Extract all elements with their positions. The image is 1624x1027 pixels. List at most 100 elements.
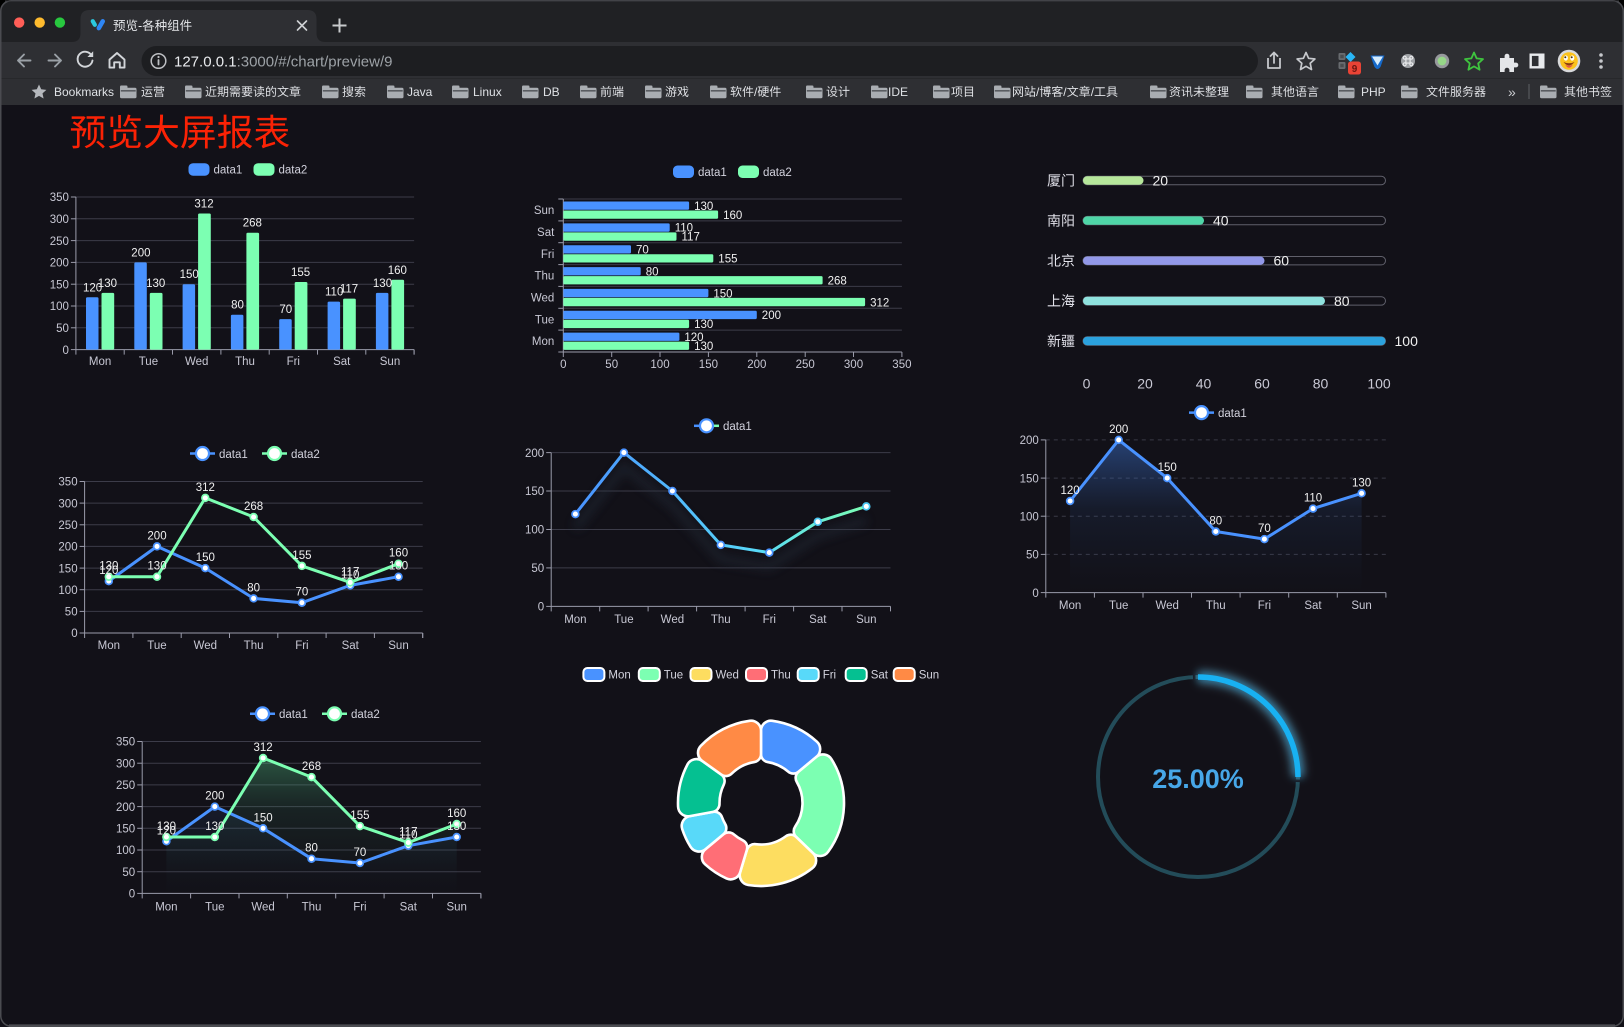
svg-text:155: 155 — [292, 550, 311, 562]
svg-text:312: 312 — [196, 482, 215, 494]
svg-text:120: 120 — [83, 282, 102, 294]
svg-text:350: 350 — [116, 737, 135, 749]
svg-text:160: 160 — [389, 548, 408, 560]
svg-text:/: / — [1063, 85, 1067, 99]
svg-text:Sun: Sun — [919, 670, 939, 682]
svg-text:80: 80 — [1313, 376, 1329, 392]
svg-text:200: 200 — [747, 359, 766, 371]
svg-text:130: 130 — [146, 278, 165, 290]
svg-text:Tue: Tue — [614, 614, 633, 626]
svg-text:Fri: Fri — [287, 356, 300, 368]
svg-text:110: 110 — [1304, 493, 1322, 505]
svg-text:Tue: Tue — [147, 640, 166, 652]
svg-text:268: 268 — [244, 501, 263, 513]
svg-text:110: 110 — [341, 569, 359, 581]
svg-text:200: 200 — [762, 310, 781, 322]
svg-text:Sun: Sun — [856, 614, 876, 626]
svg-text:150: 150 — [58, 563, 77, 575]
svg-text:127.0.0.1:3000/#/chart/preview: 127.0.0.1:3000/#/chart/preview/9 — [174, 54, 393, 71]
svg-text:data1: data1 — [723, 421, 752, 433]
svg-text:Sun: Sun — [388, 640, 408, 652]
svg-text:Wed: Wed — [194, 640, 217, 652]
svg-text:120: 120 — [684, 332, 703, 344]
svg-text:Wed: Wed — [716, 670, 739, 682]
svg-text:data1: data1 — [219, 449, 248, 461]
svg-text:IDE: IDE — [888, 85, 908, 99]
svg-text:200: 200 — [205, 791, 224, 803]
svg-text:268: 268 — [302, 761, 321, 773]
svg-text:70: 70 — [636, 245, 649, 257]
svg-text:Thu: Thu — [244, 640, 264, 652]
svg-text:Linux: Linux — [473, 85, 502, 99]
svg-text:117: 117 — [340, 284, 358, 296]
svg-text:Sat: Sat — [1304, 600, 1322, 612]
svg-text:Wed: Wed — [661, 614, 684, 626]
svg-text:Mon: Mon — [564, 614, 586, 626]
svg-text:130: 130 — [694, 341, 713, 353]
svg-text:DB: DB — [543, 85, 560, 99]
svg-text:150: 150 — [1020, 473, 1039, 485]
svg-text:50: 50 — [605, 359, 618, 371]
svg-text:60: 60 — [1274, 253, 1290, 269]
svg-text:Fri: Fri — [295, 640, 308, 652]
svg-text:100: 100 — [650, 359, 669, 371]
svg-text:PHP: PHP — [1361, 85, 1386, 99]
svg-text:100: 100 — [525, 525, 544, 537]
svg-text:200: 200 — [1109, 424, 1128, 436]
svg-text:155: 155 — [350, 810, 369, 822]
svg-text:50: 50 — [56, 323, 69, 335]
svg-text:160: 160 — [447, 808, 466, 820]
svg-text:250: 250 — [796, 359, 815, 371]
svg-text:data2: data2 — [763, 167, 792, 179]
svg-text:/: / — [1036, 85, 1040, 99]
svg-text:100: 100 — [1395, 333, 1419, 349]
svg-text:160: 160 — [723, 210, 742, 222]
svg-text:150: 150 — [180, 269, 199, 281]
svg-text:70: 70 — [296, 587, 309, 599]
svg-text:110: 110 — [675, 223, 693, 235]
svg-text:Wed: Wed — [1155, 600, 1178, 612]
svg-text:150: 150 — [525, 486, 544, 498]
svg-text:150: 150 — [116, 824, 135, 836]
svg-text:268: 268 — [243, 218, 262, 230]
svg-text:Thu: Thu — [771, 670, 791, 682]
svg-text:350: 350 — [58, 477, 77, 489]
svg-text:110: 110 — [399, 830, 417, 842]
svg-text:312: 312 — [194, 199, 213, 211]
svg-text:250: 250 — [116, 780, 135, 792]
svg-text:155: 155 — [291, 267, 310, 279]
svg-text:120: 120 — [1061, 485, 1080, 497]
svg-text:Thu: Thu — [1206, 600, 1226, 612]
svg-text:Thu: Thu — [302, 902, 322, 914]
svg-text:0: 0 — [1083, 376, 1091, 392]
svg-text:80: 80 — [1209, 516, 1222, 528]
svg-text:70: 70 — [1258, 523, 1271, 535]
svg-text:130: 130 — [1352, 477, 1371, 489]
svg-text:/: / — [1091, 85, 1095, 99]
svg-text:Tue: Tue — [1109, 600, 1128, 612]
svg-text:50: 50 — [531, 563, 544, 575]
svg-text:Tue: Tue — [139, 356, 158, 368]
svg-text:130: 130 — [389, 561, 408, 573]
svg-text:312: 312 — [870, 297, 889, 309]
svg-text:Fri: Fri — [1258, 600, 1271, 612]
svg-text:200: 200 — [58, 542, 77, 554]
svg-text:130: 130 — [147, 561, 166, 573]
svg-text:25.00%: 25.00% — [1152, 764, 1244, 794]
svg-text:150: 150 — [254, 812, 273, 824]
svg-text:160: 160 — [388, 265, 407, 277]
svg-text:Sat: Sat — [333, 356, 351, 368]
svg-text:Tue: Tue — [664, 670, 683, 682]
svg-text:80: 80 — [247, 582, 260, 594]
svg-text:0: 0 — [560, 359, 566, 371]
svg-text:130: 130 — [157, 821, 176, 833]
svg-text:200: 200 — [1020, 435, 1039, 447]
svg-text:80: 80 — [231, 300, 244, 312]
svg-text:Tue: Tue — [535, 314, 554, 326]
svg-text:Tue: Tue — [205, 902, 224, 914]
svg-text:100: 100 — [116, 845, 135, 857]
svg-text:Java: Java — [407, 85, 433, 99]
svg-text:Mon: Mon — [608, 670, 630, 682]
svg-text:150: 150 — [699, 359, 718, 371]
svg-text:80: 80 — [305, 843, 318, 855]
